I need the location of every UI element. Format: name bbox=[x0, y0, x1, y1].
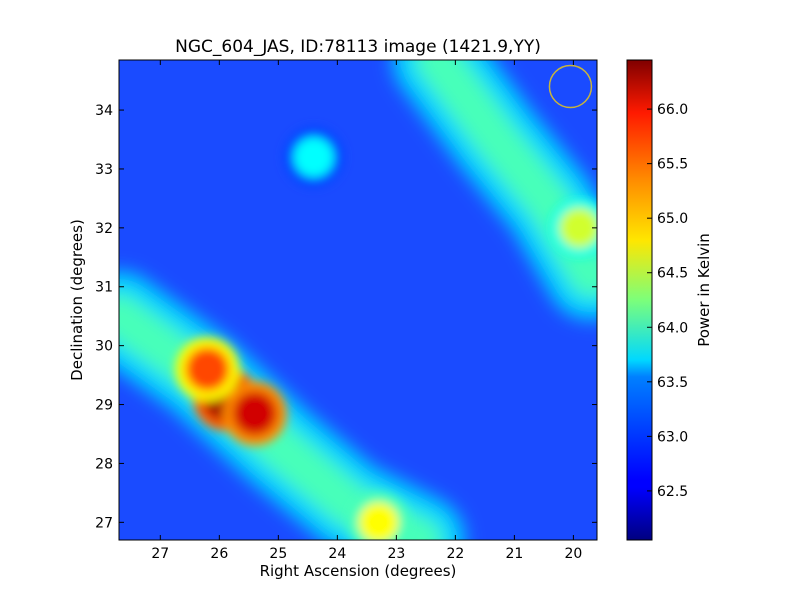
plot-frame bbox=[118, 59, 598, 541]
colorbar-label: Power in Kelvin bbox=[695, 233, 713, 347]
heatmap-peak bbox=[358, 502, 399, 540]
colorbar-tick-label: 63.5 bbox=[657, 375, 688, 391]
heatmap-image bbox=[119, 60, 597, 540]
y-tick-label: 31 bbox=[95, 280, 113, 296]
colorbar bbox=[626, 59, 653, 541]
x-axis-ticks: 27 26 25 24 23 22 21 20 bbox=[151, 60, 582, 562]
colorbar-ticks: 62.5 63.0 63.5 64.0 64.5 65.0 65.5 66.0 bbox=[647, 102, 688, 500]
x-tick-label: 24 bbox=[328, 546, 346, 562]
colorbar-tick-label: 65.5 bbox=[657, 157, 688, 173]
x-tick-label: 23 bbox=[387, 546, 405, 562]
colorbar-tick-label: 64.0 bbox=[657, 320, 688, 336]
x-tick-label: 22 bbox=[446, 546, 464, 562]
y-tick-label: 29 bbox=[95, 398, 113, 414]
x-tick-label: 20 bbox=[564, 546, 582, 562]
beam-marker bbox=[548, 64, 593, 109]
colorbar-tick-label: 65.0 bbox=[657, 211, 688, 227]
x-tick-label: 26 bbox=[210, 546, 228, 562]
colorbar-tick-label: 63.0 bbox=[657, 429, 688, 445]
x-tick-label: 25 bbox=[269, 546, 287, 562]
y-tick-label: 34 bbox=[95, 103, 113, 119]
y-tick-label: 32 bbox=[95, 221, 113, 237]
heatmap-peak bbox=[293, 137, 334, 178]
heatmap-peaks bbox=[175, 127, 597, 540]
y-tick-label: 27 bbox=[95, 515, 113, 531]
x-axis-label: Right Ascension (degrees) bbox=[260, 562, 457, 580]
x-tick-label: 27 bbox=[151, 546, 169, 562]
x-tick-label: 21 bbox=[505, 546, 523, 562]
colorbar-tick-label: 64.5 bbox=[657, 266, 688, 282]
heatmap-peak bbox=[185, 347, 230, 392]
heatmap-peak bbox=[232, 391, 277, 436]
y-axis-label: Declination (degrees) bbox=[68, 219, 86, 381]
y-tick-label: 28 bbox=[95, 456, 113, 472]
y-tick-label: 33 bbox=[95, 162, 113, 178]
y-axis-ticks: 27 28 29 30 31 32 33 34 bbox=[95, 103, 597, 531]
colorbar-tick-label: 66.0 bbox=[657, 102, 688, 118]
y-tick-label: 30 bbox=[95, 339, 113, 355]
colorbar-tick-label: 62.5 bbox=[657, 484, 688, 500]
chart-title: NGC_604_JAS, ID:78113 image (1421.9,YY) bbox=[175, 37, 541, 57]
heatmap-peak bbox=[559, 207, 597, 248]
